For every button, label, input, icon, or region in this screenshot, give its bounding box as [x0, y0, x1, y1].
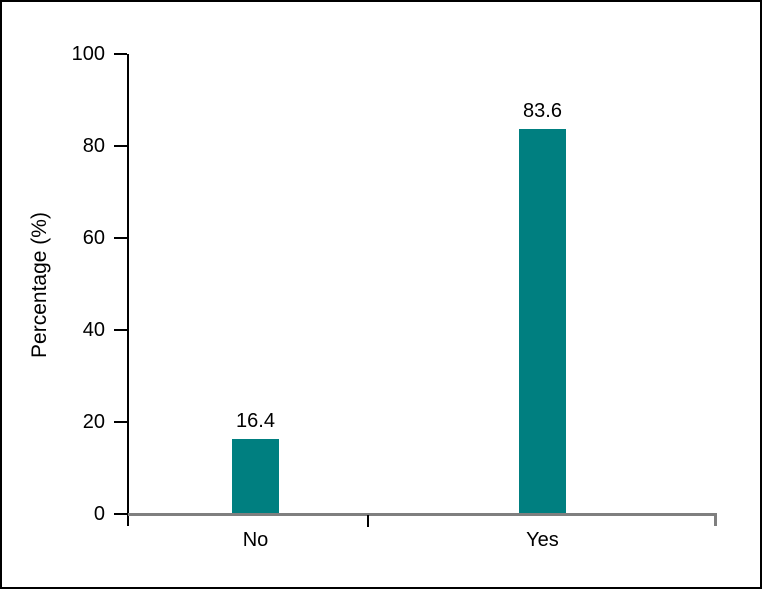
- x-axis-end-tick: [714, 515, 717, 526]
- y-axis-tick: [114, 421, 127, 423]
- y-axis-tick-label: 40: [82, 319, 105, 341]
- bar-value-label: 16.4: [236, 409, 275, 432]
- y-axis-tick-label: 80: [82, 135, 105, 157]
- y-axis-tick: [114, 329, 127, 331]
- y-axis-tick-label: 100: [71, 43, 105, 65]
- x-category-label: Yes: [526, 529, 559, 551]
- bar-yes: [519, 129, 566, 513]
- y-axis-tick: [114, 53, 127, 55]
- bar-value-label: 83.6: [523, 100, 562, 123]
- y-axis-tick-label: 20: [82, 411, 105, 433]
- y-axis-tick: [114, 145, 127, 147]
- y-axis-tick-label: 0: [93, 503, 105, 525]
- x-axis-boundary-tick: [367, 515, 369, 527]
- y-axis-title: Percentage (%): [28, 212, 51, 358]
- y-axis-tick-label: 60: [82, 227, 105, 249]
- y-axis-tick: [114, 237, 127, 239]
- x-axis-baseline: [128, 513, 717, 516]
- y-axis-line: [127, 54, 129, 526]
- bar-no: [232, 438, 279, 513]
- y-axis-tick: [114, 513, 127, 515]
- x-category-label: No: [242, 529, 269, 551]
